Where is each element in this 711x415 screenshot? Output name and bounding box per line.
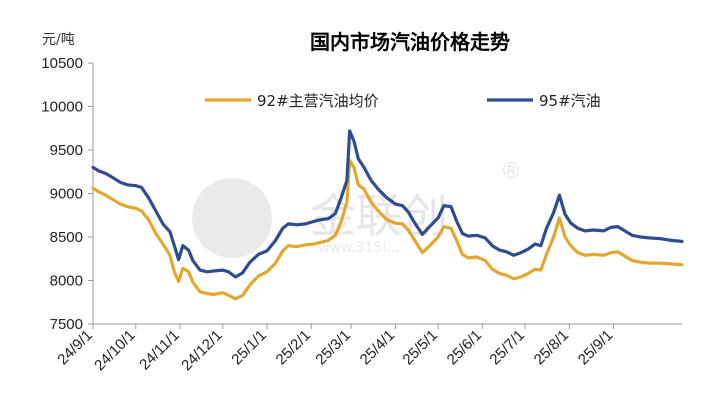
x-tick-label: 25/9/1 <box>575 327 617 369</box>
x-axis: 24/9/124/10/124/11/124/12/1 25/1/1 25/2/12… <box>54 323 682 374</box>
y-tick-label: 9000 <box>50 186 83 203</box>
x-tick-label: 24/10/1 <box>91 327 138 374</box>
watermark-site: www.315i... <box>318 240 399 256</box>
x-tick-label: 24/9/1 <box>54 327 96 369</box>
y-tick-label: 8000 <box>50 273 83 290</box>
series-line-2 <box>91 129 684 279</box>
y-tick-label: 8500 <box>50 229 83 246</box>
watermark-registered: ® <box>500 159 522 184</box>
x-tick-label: 25/2/1 <box>273 327 315 369</box>
legend-label-2: 95#汽油 <box>539 92 601 110</box>
x-tick-label: 25/7/1 <box>486 327 528 369</box>
y-tick-label: 7500 <box>50 316 83 333</box>
x-tick-label: 25/8/1 <box>531 327 573 369</box>
y-axis: 7500 8000 8500 9000 9500 10000 10500 <box>41 55 94 333</box>
y-tick-label: 9500 <box>50 142 83 159</box>
x-tick-label: 25/1/1 <box>228 327 270 369</box>
legend: 92#主营汽油均价 95#汽油 <box>205 92 601 110</box>
y-axis-unit: 元/吨 <box>42 32 75 48</box>
watermark-logo-icon <box>192 178 272 258</box>
x-tick-label: 25/4/1 <box>357 327 399 369</box>
series-line-1 <box>91 158 684 301</box>
series-layer <box>91 129 684 301</box>
y-tick-label: 10500 <box>41 55 83 72</box>
chart-title: 国内市场汽油价格走势 <box>310 30 510 54</box>
x-tick-label: 25/6/1 <box>444 327 486 369</box>
x-tick-label: 25/3/1 <box>312 327 354 369</box>
x-tick-label: 25/5/1 <box>399 327 441 369</box>
x-tick-label: 24/12/1 <box>178 327 225 374</box>
x-tick-label: 24/11/1 <box>136 327 183 374</box>
legend-label-1: 92#主营汽油均价 <box>257 92 379 110</box>
y-tick-label: 10000 <box>41 99 83 116</box>
